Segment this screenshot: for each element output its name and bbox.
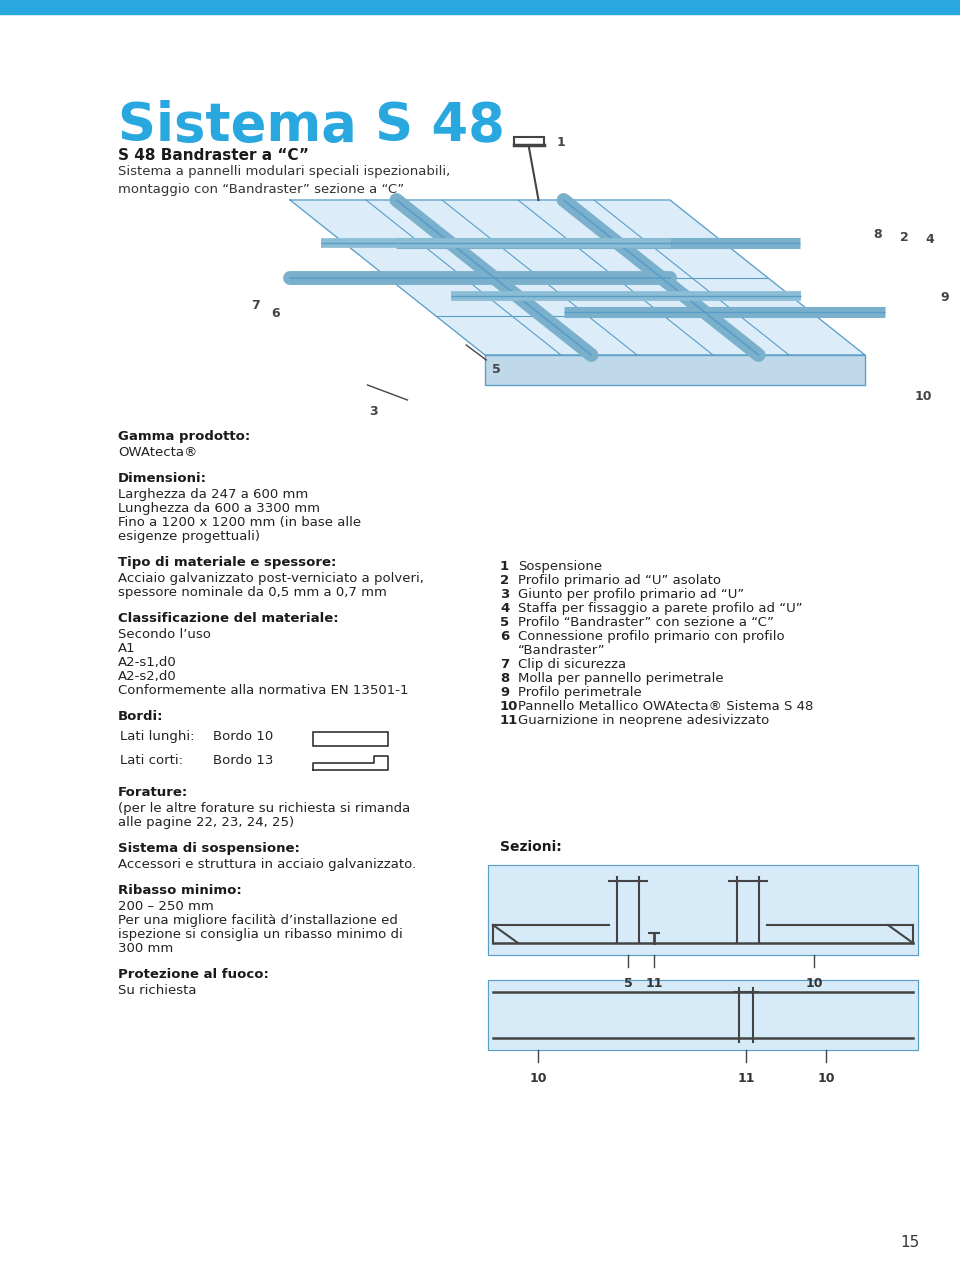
Text: 3: 3 — [500, 588, 509, 600]
Text: Tipo di materiale e spessore:: Tipo di materiale e spessore: — [118, 556, 336, 569]
Text: Sistema a pannelli modulari speciali ispezionabili,
montaggio con “Bandraster” s: Sistema a pannelli modulari speciali isp… — [118, 166, 450, 196]
Text: 10: 10 — [817, 1072, 835, 1085]
Text: 7: 7 — [252, 300, 260, 312]
Text: Conformemente alla normativa EN 13501-1: Conformemente alla normativa EN 13501-1 — [118, 684, 409, 696]
Text: Bordo 10: Bordo 10 — [213, 731, 274, 743]
Text: Staffa per fissaggio a parete profilo ad “U”: Staffa per fissaggio a parete profilo ad… — [518, 602, 803, 616]
Text: Ribasso minimo:: Ribasso minimo: — [118, 884, 242, 897]
Text: 10: 10 — [529, 1072, 547, 1085]
Text: 8: 8 — [500, 672, 509, 685]
Text: 10: 10 — [915, 391, 932, 403]
Text: 2: 2 — [900, 231, 909, 244]
Bar — [0, 0, 960, 14]
Text: Molla per pannello perimetrale: Molla per pannello perimetrale — [518, 672, 724, 685]
Text: Profilo perimetrale: Profilo perimetrale — [518, 686, 641, 699]
Text: Larghezza da 247 a 600 mm: Larghezza da 247 a 600 mm — [118, 488, 308, 501]
Text: 5: 5 — [492, 363, 500, 375]
Bar — [313, 732, 388, 746]
Text: “Bandraster”: “Bandraster” — [518, 643, 606, 657]
Text: Secondo l’uso: Secondo l’uso — [118, 628, 211, 641]
Text: Giunto per profilo primario ad “U”: Giunto per profilo primario ad “U” — [518, 588, 744, 600]
Text: Lunghezza da 600 a 3300 mm: Lunghezza da 600 a 3300 mm — [118, 502, 320, 514]
Text: 9: 9 — [500, 686, 509, 699]
Bar — [488, 865, 918, 956]
Text: Accessori e struttura in acciaio galvanizzato.: Accessori e struttura in acciaio galvani… — [118, 858, 416, 871]
Text: 300 mm: 300 mm — [118, 942, 173, 956]
Text: 1: 1 — [500, 560, 509, 573]
Text: Clip di sicurezza: Clip di sicurezza — [518, 659, 626, 671]
Text: 15: 15 — [900, 1235, 920, 1250]
Text: Sezioni:: Sezioni: — [500, 841, 562, 854]
Text: esigenze progettuali): esigenze progettuali) — [118, 530, 260, 544]
Text: A2-s2,d0: A2-s2,d0 — [118, 670, 177, 683]
Text: Lati corti:: Lati corti: — [120, 755, 183, 767]
Text: 5: 5 — [624, 977, 633, 990]
Text: 7: 7 — [500, 659, 509, 671]
Text: 10: 10 — [805, 977, 823, 990]
Text: 5: 5 — [500, 616, 509, 629]
Text: A2-s1,d0: A2-s1,d0 — [118, 656, 177, 669]
Text: 6: 6 — [272, 307, 280, 320]
Text: Sistema di sospensione:: Sistema di sospensione: — [118, 842, 300, 854]
Text: Sistema S 48: Sistema S 48 — [118, 100, 505, 152]
Text: 1: 1 — [557, 137, 565, 149]
Text: S 48 Bandraster a “C”: S 48 Bandraster a “C” — [118, 148, 309, 163]
Text: 2: 2 — [500, 574, 509, 586]
Text: OWAtecta®: OWAtecta® — [118, 446, 198, 459]
Text: Profilo primario ad “U” asolato: Profilo primario ad “U” asolato — [518, 574, 721, 586]
Polygon shape — [485, 355, 865, 386]
Text: 10: 10 — [500, 700, 518, 713]
Text: Gamma prodotto:: Gamma prodotto: — [118, 430, 251, 442]
Text: Bordi:: Bordi: — [118, 710, 163, 723]
Bar — [488, 980, 918, 1050]
Text: Profilo “Bandraster” con sezione a “C”: Profilo “Bandraster” con sezione a “C” — [518, 616, 774, 629]
Bar — [488, 980, 918, 1050]
Text: A1: A1 — [118, 642, 135, 655]
Text: Su richiesta: Su richiesta — [118, 983, 197, 997]
Text: Fino a 1200 x 1200 mm (in base alle: Fino a 1200 x 1200 mm (in base alle — [118, 516, 361, 530]
Text: 200 – 250 mm: 200 – 250 mm — [118, 900, 214, 913]
Text: 11: 11 — [500, 714, 518, 727]
Text: 11: 11 — [737, 1072, 755, 1085]
Text: 3: 3 — [369, 404, 377, 418]
Text: Acciaio galvanizzato post-verniciato a polveri,: Acciaio galvanizzato post-verniciato a p… — [118, 573, 424, 585]
Text: Protezione al fuoco:: Protezione al fuoco: — [118, 968, 269, 981]
Text: 8: 8 — [873, 229, 881, 241]
Text: Dimensioni:: Dimensioni: — [118, 471, 207, 485]
Polygon shape — [290, 200, 865, 355]
Text: 11: 11 — [645, 977, 662, 990]
Text: Pannello Metallico OWAtecta® Sistema S 48: Pannello Metallico OWAtecta® Sistema S 4… — [518, 700, 813, 713]
Text: 9: 9 — [940, 291, 948, 305]
Text: spessore nominale da 0,5 mm a 0,7 mm: spessore nominale da 0,5 mm a 0,7 mm — [118, 586, 387, 599]
Text: (per le altre forature su richiesta si rimanda: (per le altre forature su richiesta si r… — [118, 801, 410, 815]
Text: 4: 4 — [925, 234, 934, 246]
Text: ispezione si consiglia un ribasso minimo di: ispezione si consiglia un ribasso minimo… — [118, 928, 403, 940]
Text: Lati lunghi:: Lati lunghi: — [120, 731, 195, 743]
Text: Guarnizione in neoprene adesivizzato: Guarnizione in neoprene adesivizzato — [518, 714, 769, 727]
Text: 6: 6 — [500, 629, 509, 643]
Text: alle pagine 22, 23, 24, 25): alle pagine 22, 23, 24, 25) — [118, 817, 294, 829]
Bar — [488, 865, 918, 956]
Text: Bordo 13: Bordo 13 — [213, 755, 274, 767]
Text: Per una migliore facilità d’installazione ed: Per una migliore facilità d’installazion… — [118, 914, 397, 927]
Text: Classificazione del materiale:: Classificazione del materiale: — [118, 612, 339, 624]
Text: Sospensione: Sospensione — [518, 560, 602, 573]
Text: Forature:: Forature: — [118, 786, 188, 799]
Text: 4: 4 — [500, 602, 509, 616]
Text: Connessione profilo primario con profilo: Connessione profilo primario con profilo — [518, 629, 784, 643]
